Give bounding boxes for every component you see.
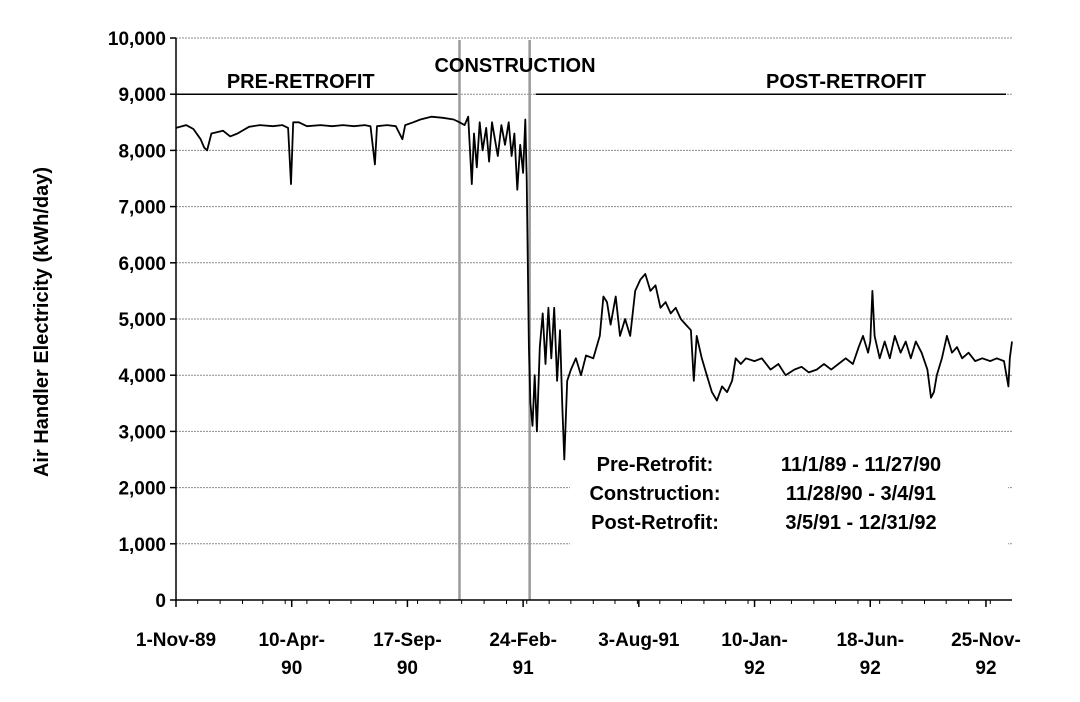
y-tick-labels: 0 1,000 2,000 3,000 4,000 5,000 6,000 7,000 8,00…: [108, 29, 166, 612]
y-tick-label: 7,000: [118, 198, 166, 219]
y-axis-title: Air Handler Electricity (kWh/day): [31, 167, 53, 477]
x-tick-label: 90: [281, 658, 302, 679]
info-row-label: Construction:: [589, 483, 720, 505]
info-row-range: 11/28/90 - 3/4/91: [786, 483, 936, 505]
axes: [170, 37, 1012, 607]
series-line: [175, 115, 1013, 461]
y-tick-label: 8,000: [118, 141, 166, 162]
y-tick-label: 1,000: [118, 535, 166, 556]
y-tick-label: 6,000: [118, 254, 166, 275]
x-tick-label: 92: [860, 658, 881, 679]
y-tick-label: 0: [155, 591, 166, 612]
info-row-range: 3/5/91 - 12/31/92: [785, 512, 936, 534]
x-tick-label: 10-Jan-: [721, 630, 788, 651]
series-layer: [175, 115, 1013, 461]
x-tick-label: 18-Jun-: [836, 630, 904, 651]
x-tick-labels: 1-Nov-89 10-Apr- 90 17-Sep- 90 24-Feb- 91 3-Aug…: [136, 630, 1021, 679]
x-tick-label: 24-Feb-: [489, 630, 557, 651]
period-date-box: Pre-Retrofit: 11/1/89 - 11/27/90 Construct…: [570, 445, 1008, 565]
x-tick-label: 17-Sep-: [373, 630, 442, 651]
x-tick-label: 91: [513, 658, 535, 679]
x-tick-label: 10-Apr-: [258, 630, 325, 651]
period-label-post: POST-RETROFIT: [766, 71, 926, 93]
period-label-construction: CONSTRUCTION: [434, 55, 595, 77]
period-label-pre: PRE-RETROFIT: [227, 71, 375, 93]
x-tick-label: 92: [975, 658, 996, 679]
info-row-label: Pre-Retrofit:: [597, 454, 714, 476]
y-tick-label: 2,000: [118, 479, 166, 500]
x-tick-label: 90: [397, 658, 418, 679]
period-dividers: [458, 40, 531, 600]
y-tick-label: 3,000: [118, 422, 166, 443]
info-row-label: Post-Retrofit:: [591, 512, 719, 534]
x-tick-label: 25-Nov-: [951, 630, 1021, 651]
period-labels: PRE-RETROFIT CONSTRUCTION POST-RETROFIT: [227, 55, 926, 93]
x-tick-label: 1-Nov-89: [136, 630, 216, 651]
info-row-range: 11/1/89 - 11/27/90: [781, 454, 941, 476]
x-tick-label: 92: [744, 658, 765, 679]
y-tick-label: 10,000: [108, 29, 166, 50]
info-box-background: [570, 445, 1008, 565]
x-tick-label: 3-Aug-91: [598, 630, 680, 651]
y-tick-label: 4,000: [118, 366, 166, 387]
y-tick-label: 9,000: [118, 85, 166, 106]
y-tick-label: 5,000: [118, 310, 166, 331]
